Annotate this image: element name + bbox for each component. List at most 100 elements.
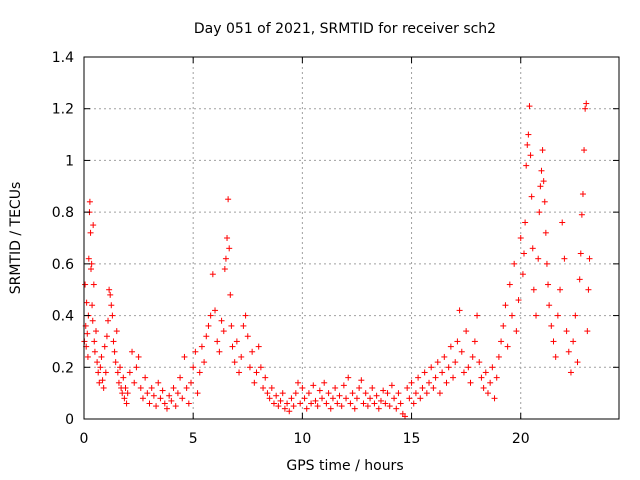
data-point	[109, 312, 116, 319]
data-point	[224, 235, 231, 241]
data-point	[439, 369, 446, 376]
data-point	[255, 343, 262, 350]
data-point	[292, 390, 299, 397]
data-point	[123, 400, 130, 407]
data-point	[93, 328, 100, 335]
data-point	[535, 255, 542, 262]
data-point	[540, 178, 547, 185]
data-point	[120, 374, 127, 381]
data-point	[338, 403, 345, 410]
data-point	[218, 317, 225, 324]
data-point	[133, 364, 140, 371]
data-point	[288, 395, 295, 402]
y-tick-label: 1	[65, 153, 74, 169]
data-point	[586, 255, 593, 262]
chart-title: Day 051 of 2021, SRMTID for receiver sch…	[194, 21, 496, 37]
x-axis-label: GPS time / hours	[286, 458, 403, 474]
data-point	[476, 359, 483, 366]
data-point	[500, 322, 507, 329]
data-point	[397, 400, 404, 407]
data-point	[108, 302, 115, 309]
data-point	[469, 353, 476, 360]
data-point	[395, 390, 402, 397]
data-point	[308, 400, 315, 407]
data-point	[112, 359, 119, 366]
data-point	[119, 390, 126, 397]
y-tick-label: 1.2	[52, 102, 74, 118]
data-point	[419, 384, 426, 391]
data-point	[528, 193, 535, 200]
data-point	[107, 291, 114, 298]
data-point	[183, 384, 190, 391]
data-point	[498, 338, 505, 345]
data-point	[460, 369, 467, 376]
data-point	[111, 348, 118, 355]
data-point	[205, 322, 212, 329]
data-point	[582, 105, 589, 112]
data-point	[565, 348, 572, 355]
data-point	[273, 392, 280, 399]
data-point	[458, 348, 465, 355]
data-point	[192, 348, 199, 355]
data-point	[417, 395, 424, 402]
data-point	[253, 369, 260, 376]
data-point	[110, 338, 117, 345]
data-point	[251, 379, 258, 386]
data-point	[360, 400, 367, 407]
data-point	[524, 141, 531, 148]
data-point	[264, 390, 271, 397]
data-point	[388, 382, 395, 389]
data-point	[576, 276, 583, 283]
data-point	[548, 322, 555, 329]
data-point	[102, 369, 109, 376]
data-point	[84, 330, 91, 337]
data-point	[340, 382, 347, 389]
y-tick-label: 0.8	[52, 205, 74, 221]
data-point	[380, 387, 387, 394]
y-tick-label: 0.6	[52, 257, 74, 273]
data-point	[90, 281, 97, 288]
data-point	[150, 392, 157, 399]
data-point	[515, 297, 522, 304]
data-point	[356, 384, 363, 391]
data-point	[103, 333, 110, 340]
data-point	[146, 400, 153, 407]
data-point	[137, 384, 144, 391]
data-point	[487, 379, 494, 386]
data-point	[546, 302, 553, 309]
data-point	[421, 369, 428, 376]
data-point	[467, 379, 474, 386]
data-point	[220, 328, 227, 335]
data-point	[362, 390, 369, 397]
data-point	[268, 384, 275, 391]
data-point	[101, 343, 108, 350]
data-point	[242, 312, 249, 319]
data-point	[343, 395, 350, 402]
x-tick-label: 15	[403, 431, 421, 447]
data-point	[495, 353, 502, 360]
data-point	[117, 364, 124, 371]
y-tick-label: 0	[65, 412, 74, 428]
data-point	[225, 196, 232, 203]
data-point	[471, 338, 478, 345]
data-point	[349, 390, 356, 397]
data-point	[432, 374, 439, 381]
data-point	[577, 250, 584, 257]
data-point	[303, 405, 310, 412]
data-point	[554, 312, 561, 319]
data-point	[434, 359, 441, 366]
data-point	[82, 281, 89, 288]
data-point	[527, 152, 534, 159]
data-point	[244, 333, 251, 340]
data-point	[533, 312, 540, 319]
y-tick-label: 1.4	[52, 50, 74, 66]
data-point	[286, 408, 293, 415]
data-point	[135, 353, 142, 360]
data-point	[543, 260, 550, 267]
x-tick-label: 0	[80, 431, 89, 447]
data-point	[310, 382, 317, 389]
data-point	[367, 395, 374, 402]
data-point	[323, 400, 330, 407]
data-point	[198, 343, 205, 350]
